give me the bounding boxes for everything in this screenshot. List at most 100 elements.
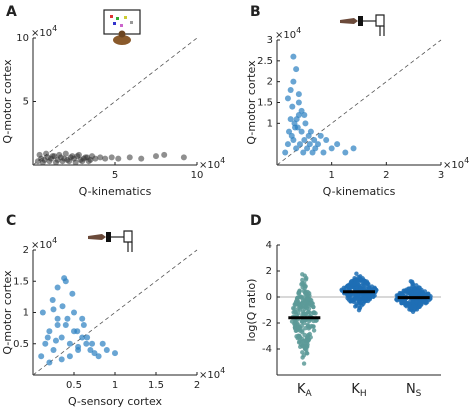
data-point [293,66,300,73]
data-point [311,310,317,315]
data-point [290,53,297,60]
y-tick-label: 1.5 [257,98,273,109]
x-tick-label: 5 [112,170,118,181]
data-point [360,280,366,286]
data-point [409,305,414,310]
data-point [84,334,91,341]
data-point [409,279,415,285]
y-tick-label: 0.5 [13,339,29,350]
data-point [348,280,354,286]
data-point [293,300,298,306]
data-point [99,340,106,347]
data-point [54,284,61,291]
category-label: KA [297,382,313,399]
sensor-block [358,16,363,26]
data-point [347,286,352,292]
panel-label: B [250,4,261,20]
data-point [161,151,168,158]
data-point [418,290,423,296]
data-point [300,350,305,355]
data-point [317,132,324,139]
screen-frame [103,9,141,35]
x-tick-label: 1 [112,380,118,391]
y-tick-label: 1 [23,308,29,319]
data-point [103,347,110,353]
data-point [69,290,76,297]
x-tick-label: 2 [383,170,389,181]
data-point [310,324,316,329]
data-point [346,297,352,302]
x-axis-label: Q-kinematics [323,185,396,198]
y-tick-label: -4 [262,344,272,355]
y-tick-label: 5 [23,97,29,108]
data-point [302,120,309,127]
monkey-head [118,30,126,38]
data-point [300,272,305,277]
x-multiplier-label: ×104 [443,156,469,171]
data-point [36,151,43,158]
data-point [401,288,406,293]
data-point [61,275,68,282]
x-tick-label: 3 [438,170,444,181]
data-point [296,141,303,148]
data-point [304,335,310,340]
data-point [293,145,300,152]
data-point [74,328,81,335]
data-point [300,343,306,349]
data-point [50,347,57,353]
data-point [292,124,299,131]
data-point [400,299,405,305]
data-point [295,295,300,300]
data-point [56,151,63,158]
data-point [296,324,301,330]
data-point [352,277,358,283]
data-point [71,309,77,316]
hand-shape [88,234,106,240]
data-point [301,137,308,143]
panel-c: C 0.5 1 1.5 2 0.5 1 1.5 2 Q-sensory cortex Q-motor… [1,213,200,408]
screen-target [120,24,123,27]
data-point [58,356,65,363]
data-point [50,306,57,313]
data-point [395,298,400,303]
data-point [54,315,61,322]
data-point [102,155,109,162]
data-point [354,271,359,276]
data-point [303,284,308,289]
data-point [46,359,53,366]
data-point [306,309,311,315]
y-multiplier-label: ×104 [31,24,57,39]
data-point [297,289,302,294]
data-point [284,141,291,148]
category-label: NS [406,382,422,399]
data-point [89,340,96,347]
data-point [311,328,317,333]
y-tick-label: -2 [262,318,272,329]
data-point [85,158,92,165]
data-point [288,132,295,139]
screen-target [116,17,119,20]
data-point [361,285,367,291]
identity-diagonal [32,37,198,166]
data-point [52,337,59,344]
data-point [49,153,56,160]
data-point [304,275,309,281]
data-point [358,296,363,301]
data-point [52,159,59,166]
data-point [287,116,294,123]
x-tick-label: 10 [191,170,204,181]
data-point [304,350,309,356]
category-label: KH [351,382,366,399]
data-point [300,309,306,314]
data-point [328,145,335,152]
data-point [301,361,307,366]
data-point [75,151,82,158]
data-point [62,322,69,328]
data-point [75,343,82,350]
data-point [365,298,371,304]
data-point [83,340,90,347]
identity-diagonal [276,39,442,166]
data-point [290,78,297,85]
panel-a: A 5 10 5 10 Q-kinematics Q-motor cortex [1,4,203,198]
